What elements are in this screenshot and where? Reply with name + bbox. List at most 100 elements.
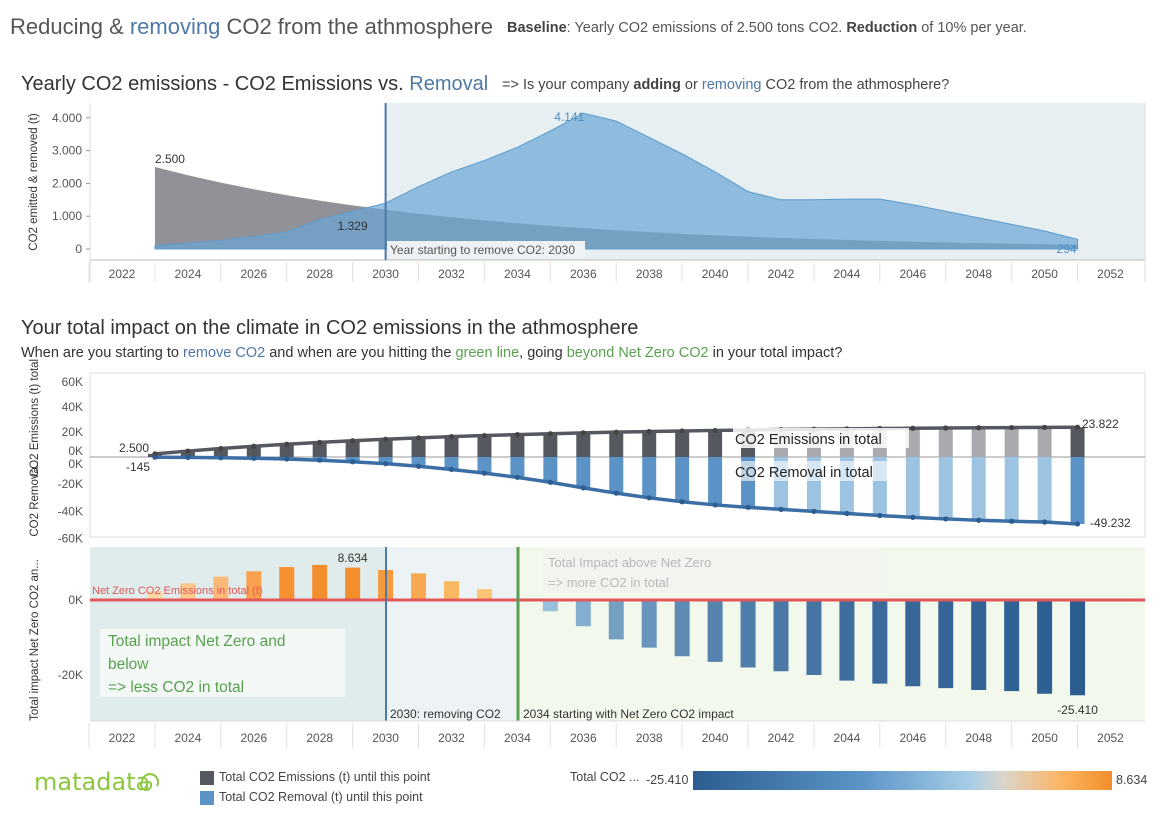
c3-x-tick: 2050 xyxy=(1031,731,1058,745)
c3-positive-bar xyxy=(246,571,262,600)
c2-removal-point xyxy=(152,454,158,460)
c2-removal-point xyxy=(317,457,323,463)
c2-removal-point xyxy=(383,461,389,467)
c3-below-text-1: Total impact Net Zero and xyxy=(108,633,285,650)
c2-emission-bar xyxy=(444,436,459,457)
c3-positive-bar xyxy=(213,576,229,600)
c2-y-tick-bottom: 0K xyxy=(68,457,83,471)
c2-emission-bar xyxy=(312,442,327,457)
c1-x-tick: 2044 xyxy=(834,267,861,281)
c3-negative-bar xyxy=(1037,600,1053,694)
c2-removal-point xyxy=(712,502,718,508)
c2-emission-bar xyxy=(213,448,228,457)
legend-removal-swatch xyxy=(200,790,214,805)
c2-removal-point xyxy=(811,508,817,515)
c2-emission-point xyxy=(284,441,290,447)
c1-x-tick: 2028 xyxy=(306,267,333,281)
c2-emission-bar xyxy=(576,432,591,457)
c2-emission-point xyxy=(580,430,586,436)
c2-emission-bar xyxy=(1037,427,1052,457)
color-legend-min: -25.410 xyxy=(646,773,689,787)
legend-emissions: Total CO2 Emissions (t) until this point xyxy=(200,770,430,785)
legend-emissions-swatch xyxy=(200,770,214,785)
c3-below-text-2: below xyxy=(108,656,149,673)
c1-x-tick: 2030 xyxy=(372,267,399,281)
c3-positive-bar xyxy=(444,581,459,600)
c1-x-tick: 2052 xyxy=(1097,267,1124,281)
c2-removal-bar xyxy=(477,457,492,474)
c3-x-tick: 2042 xyxy=(768,731,795,745)
c2-y-tick-bottom: -20K xyxy=(58,477,83,491)
c2-removal-point xyxy=(1042,519,1048,525)
c2-removal-point xyxy=(745,504,751,510)
c2-removal-point xyxy=(448,466,455,473)
c3-below-text-3: => less CO2 in total xyxy=(108,679,244,696)
c2-removal-point xyxy=(514,474,521,480)
c2-removal-bar xyxy=(378,457,393,464)
c3-above-text-1: Total Impact above Net Zero xyxy=(548,555,711,570)
c2-emission-point xyxy=(943,425,949,431)
c2-removal-point xyxy=(1009,518,1015,524)
c1-x-tick: 2036 xyxy=(570,267,597,281)
c2-annotation-bg-2 xyxy=(733,461,893,481)
color-legend-title: Total CO2 ... xyxy=(570,770,640,784)
c1-y-tick: 4.000 xyxy=(52,111,82,125)
c2-emission-bar xyxy=(411,437,426,457)
c3-y-tick: -20K xyxy=(58,668,83,682)
c3-above-text-2: => more CO2 in total xyxy=(548,575,669,590)
c3-negative-bar xyxy=(1004,600,1020,692)
c2-emission-point xyxy=(415,435,422,441)
c2-removal-point xyxy=(679,499,685,505)
c2-y-tick-bottom: -40K xyxy=(58,504,83,518)
c3-netzero-start-label: 2034 starting with Net Zero CO2 impact xyxy=(523,707,734,721)
c3-x-tick: 2040 xyxy=(702,731,729,745)
c1-y-tick: 2.000 xyxy=(52,176,82,190)
c2-emission-point xyxy=(514,431,521,438)
c1-y-tick: 0 xyxy=(75,242,82,256)
c2-removal-point xyxy=(976,517,982,523)
c2-y-tick-top: 20K xyxy=(62,425,83,439)
c3-negative-bar xyxy=(1070,600,1086,696)
c1-annotation-bg xyxy=(387,241,585,258)
c2-emission-bar xyxy=(675,430,690,457)
c2-frame xyxy=(89,372,1146,538)
c2-y-tick-bottom: -60K xyxy=(58,532,83,546)
c2-emission-bar xyxy=(477,435,492,457)
c2-emission-point xyxy=(679,428,685,434)
c2-label-end-removal: -49.232 xyxy=(1090,516,1131,530)
color-legend-bar xyxy=(693,771,1112,790)
c1-label-start: 2.500 xyxy=(155,152,185,166)
c2-y-label-top: CO2 Emissions (t) total xyxy=(29,359,41,477)
c2-removal-bar xyxy=(675,457,690,502)
c2-emission-point xyxy=(317,439,323,445)
c3-x-tick: 2038 xyxy=(636,731,663,745)
c3-x-tick: 2044 xyxy=(834,731,861,745)
c2-emission-point xyxy=(613,429,619,435)
c2-emission-bar xyxy=(971,427,986,457)
c2-removal-point xyxy=(580,485,586,491)
c2-emission-point xyxy=(976,425,982,431)
c1-label-2029: 1.329 xyxy=(338,219,368,233)
c2-removal-point xyxy=(251,455,257,461)
c2-emission-bar xyxy=(938,427,953,457)
page-title: Reducing & removing CO2 from the athmosp… xyxy=(10,14,494,39)
c3-positive-bar xyxy=(312,564,328,600)
c3-negative-bar xyxy=(905,600,921,687)
c2-removal-point xyxy=(481,470,488,476)
c3-label-min: -25.410 xyxy=(1057,703,1098,717)
c2-removal-bar xyxy=(1037,457,1052,522)
c2-removal-point xyxy=(910,514,916,520)
c3-negative-bar xyxy=(806,600,822,675)
baseline-text: Baseline: Yearly CO2 emissions of 2.500 … xyxy=(507,20,1027,36)
c1-x-tick: 2024 xyxy=(175,267,202,281)
c3-x-tick: 2046 xyxy=(899,731,926,745)
c3-y-label: Total impact Net Zero CO2 an... xyxy=(29,559,41,721)
c3-label-max: 8.634 xyxy=(338,551,368,565)
c3-negative-bar xyxy=(674,600,690,657)
c2-emission-bar xyxy=(609,432,624,457)
chart1-question: => Is your company adding or removing CO… xyxy=(502,77,950,93)
c2-label-end-emission: 23.822 xyxy=(1082,417,1119,431)
c2-removal-point xyxy=(547,479,553,485)
c2-emission-bar xyxy=(1004,427,1019,457)
c2-emission-bar xyxy=(708,430,723,457)
